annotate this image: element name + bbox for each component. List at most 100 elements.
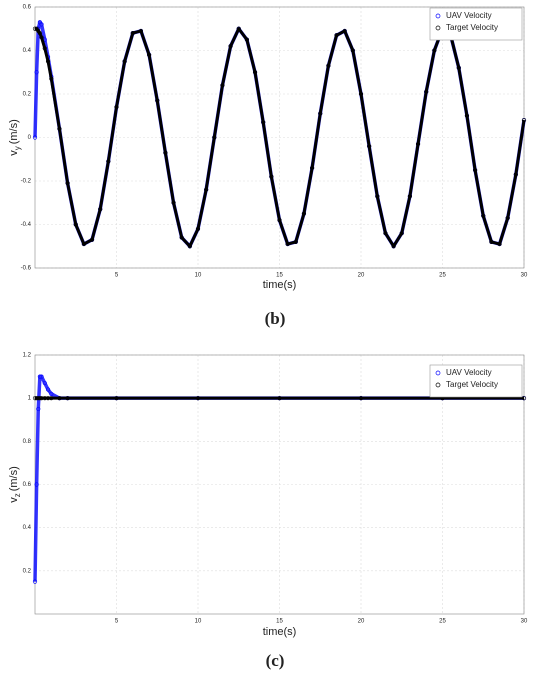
data-point [32, 579, 38, 584]
data-point [310, 165, 315, 171]
data-point [195, 226, 201, 231]
data-point [391, 244, 396, 249]
data-point [204, 187, 209, 192]
data-point [513, 172, 518, 177]
data-point [489, 239, 494, 244]
legend-label: Target Velocity [446, 23, 498, 32]
data-point [334, 33, 339, 38]
legend-marker [435, 25, 441, 31]
data-point [65, 181, 70, 186]
x-tick-label: 15 [276, 619, 283, 625]
data-point [342, 28, 347, 34]
y-axis-subscript: z [13, 493, 22, 497]
y-axis-label: vy (m/s) [8, 119, 22, 156]
legend-marker [435, 382, 441, 388]
data-point [358, 396, 364, 401]
data-point [220, 83, 225, 88]
data-point [318, 111, 323, 116]
x-tick-label: 10 [195, 619, 202, 625]
data-point [73, 222, 78, 227]
data-point [285, 241, 290, 247]
data-point [375, 194, 380, 199]
data-point [261, 120, 266, 125]
data-point [37, 30, 42, 36]
caption: (b) [265, 309, 286, 328]
y-tick-label: 0.4 [23, 525, 32, 531]
data-point [277, 218, 282, 223]
x-tick-label: 30 [521, 619, 528, 625]
data-point [114, 396, 119, 401]
data-point [36, 396, 41, 401]
data-point [350, 48, 355, 53]
data-point [277, 396, 282, 401]
data-point [521, 396, 527, 401]
data-point [179, 235, 184, 240]
data-point [34, 70, 39, 75]
y-tick-label: 0.2 [23, 92, 32, 98]
y-tick-label: 0.8 [23, 439, 32, 445]
y-tick-label: 1 [28, 396, 32, 402]
data-point [45, 396, 51, 401]
x-tick-label: 25 [439, 273, 446, 279]
x-tick-label: 25 [439, 619, 446, 625]
data-point [473, 168, 478, 173]
caption: (c) [266, 651, 285, 670]
data-point [34, 482, 39, 487]
x-tick-label: 5 [115, 273, 119, 279]
series-line [35, 27, 526, 248]
data-point [32, 26, 38, 31]
data-point [269, 174, 274, 179]
y-tick-label: 0.2 [23, 568, 32, 574]
y-tick-label: -0.2 [21, 179, 32, 185]
legend-label: Target Velocity [446, 380, 498, 389]
data-point [39, 22, 44, 27]
y-axis-unit: (m/s) [8, 466, 20, 491]
data-point [367, 144, 372, 149]
data-point [49, 396, 54, 401]
x-tick-label: 15 [276, 273, 283, 279]
x-tick-label: 20 [358, 619, 365, 625]
data-point [89, 237, 95, 242]
legend-label: UAV Velocity [446, 368, 492, 377]
data-point [228, 44, 233, 49]
data-point [383, 231, 388, 236]
y-axis-unit: (m/s) [8, 119, 20, 144]
data-point [57, 396, 62, 401]
data-point [424, 89, 429, 94]
y-tick-label: -0.6 [21, 266, 32, 272]
data-point [326, 63, 331, 68]
data-point [45, 59, 51, 64]
data-point [407, 194, 413, 199]
x-tick-label: 10 [195, 273, 202, 279]
data-point [36, 406, 41, 412]
data-point [39, 35, 44, 40]
y-tick-label: 0 [28, 135, 32, 141]
x-axis-label: time(s) [263, 626, 297, 638]
data-point [432, 48, 437, 53]
y-tick-label: 0.6 [23, 482, 32, 488]
legend-marker [435, 13, 441, 19]
data-point [45, 387, 51, 392]
x-tick-label: 5 [115, 619, 119, 625]
data-point [163, 150, 168, 155]
data-point [521, 117, 527, 123]
legend-marker [435, 370, 441, 376]
y-axis-symbol: v [8, 150, 20, 156]
data-point [130, 30, 135, 36]
legend-label: UAV Velocity [446, 11, 492, 20]
data-point [34, 396, 39, 401]
data-point [301, 211, 307, 216]
data-point [49, 76, 54, 81]
data-point [114, 104, 119, 110]
data-point [212, 135, 217, 140]
data-point [32, 396, 38, 401]
data-point [39, 374, 44, 379]
data-point [505, 215, 510, 221]
x-tick-label: 20 [358, 273, 365, 279]
data-point [358, 91, 364, 97]
y-tick-label: -0.4 [21, 222, 32, 228]
data-point [37, 374, 42, 379]
y-axis-subscript: y [13, 146, 22, 150]
data-point [155, 98, 160, 103]
